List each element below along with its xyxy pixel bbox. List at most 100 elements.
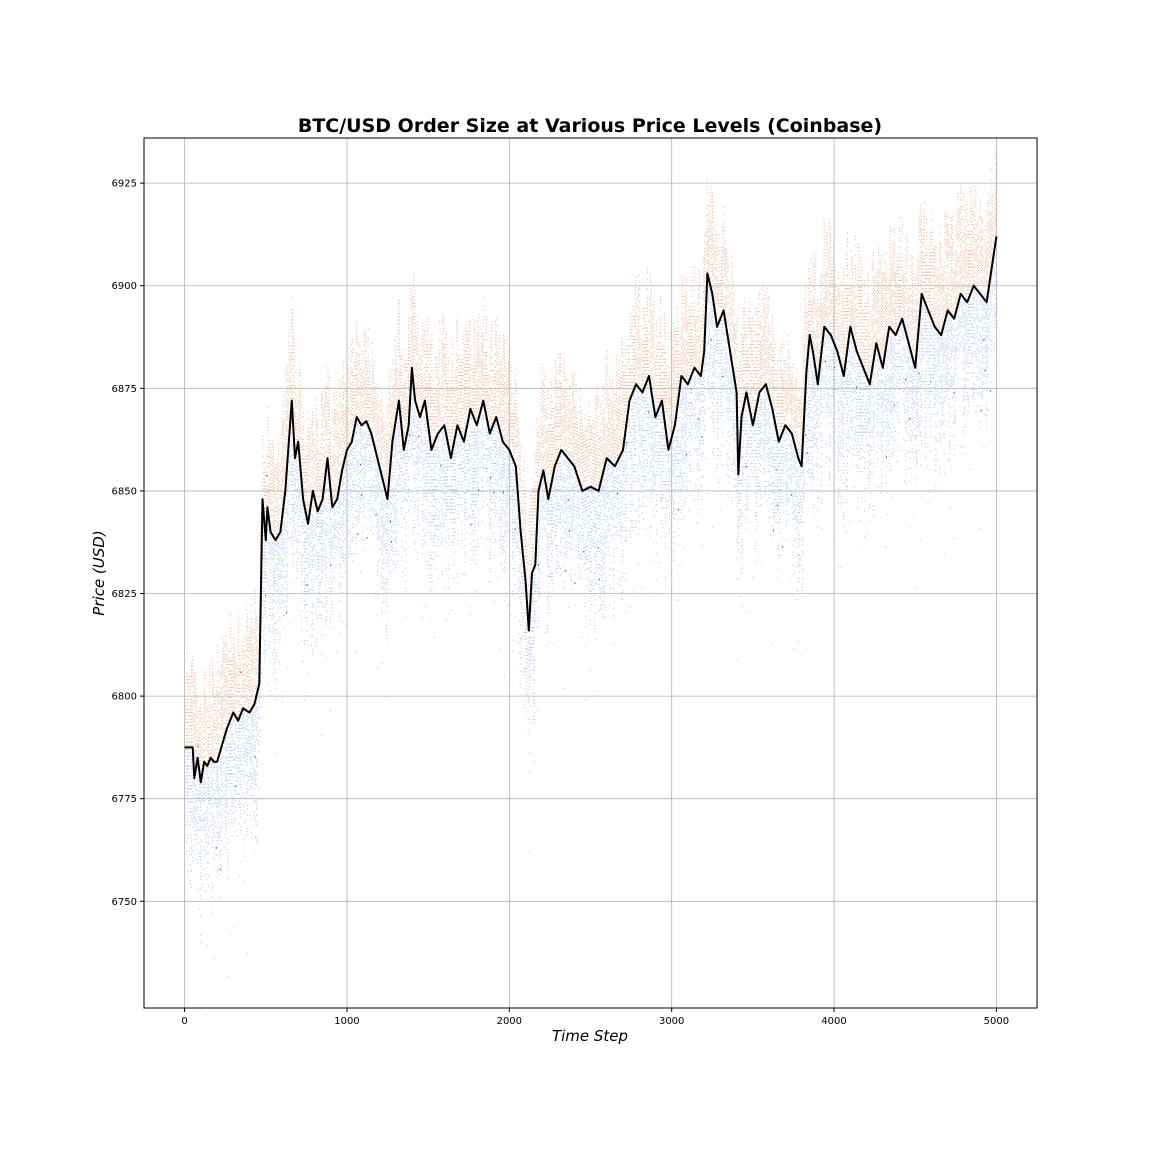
bid-order-cell [267, 529, 269, 531]
ask-order-cell [213, 755, 215, 758]
ask-order-cell [265, 504, 267, 506]
ask-order-cell [361, 350, 363, 352]
ask-order-cell [244, 654, 246, 656]
ask-order-cell [271, 515, 273, 517]
ask-order-cell [327, 396, 329, 398]
bid-order-cell [307, 563, 309, 565]
bid-order-cell [200, 878, 202, 881]
bid-order-cell [356, 425, 358, 427]
ask-order-cell [220, 714, 222, 716]
bid-order-cell [341, 526, 343, 528]
bid-order-cell [307, 573, 309, 575]
bid-order-cell [274, 661, 276, 664]
ask-order-cell [275, 467, 277, 469]
bid-order-cell [293, 507, 295, 509]
ask-order-cell [204, 677, 206, 680]
ask-order-cell [307, 428, 309, 430]
ask-order-cell [202, 713, 204, 716]
ask-order-cell [332, 453, 334, 456]
bid-order-cell [220, 797, 222, 799]
bid-order-cell [269, 627, 271, 630]
bid-order-cell [239, 803, 241, 805]
bid-order-cell [310, 578, 312, 581]
ask-order-cell [357, 403, 359, 405]
ask-order-cell [250, 690, 252, 692]
ask-order-cell [309, 501, 311, 503]
ask-order-cell [275, 533, 277, 535]
ask-order-cell [274, 493, 276, 495]
ask-order-cell [322, 483, 324, 486]
bid-order-cell [285, 510, 287, 512]
bid-order-cell [361, 439, 363, 441]
bid-order-cell [274, 589, 276, 591]
ask-order-cell [249, 626, 251, 628]
bid-order-cell [205, 772, 207, 774]
ask-order-cell [323, 404, 325, 406]
ask-order-cell [230, 634, 232, 636]
ask-order-cell [267, 459, 269, 461]
ask-order-cell [233, 656, 235, 658]
ask-order-cell [239, 710, 241, 712]
ask-order-cell [213, 736, 215, 738]
bid-order-cell [350, 463, 352, 465]
ask-order-cell [218, 686, 220, 689]
bid-order-cell [244, 720, 246, 723]
ask-order-cell [275, 500, 277, 502]
bid-order-cell [336, 510, 338, 512]
ask-order-cell [311, 437, 313, 440]
ask-order-cell [292, 384, 294, 387]
bid-order-cell [304, 525, 306, 527]
ask-order-cell [327, 402, 329, 405]
ask-order-cell [250, 627, 252, 630]
ask-order-cell [200, 730, 202, 732]
ask-order-cell [291, 345, 293, 347]
bid-order-cell [298, 540, 300, 542]
bid-order-cell [250, 786, 252, 788]
ask-order-cell [356, 394, 358, 396]
bid-order-cell [197, 862, 199, 864]
ask-order-cell [271, 456, 273, 458]
ask-order-cell [332, 450, 334, 452]
ask-order-cell [245, 638, 247, 641]
bid-order-cell [244, 757, 246, 759]
bid-order-cell [262, 630, 264, 632]
ask-order-cell [288, 342, 290, 344]
bid-order-cell [218, 812, 220, 814]
bid-order-cell [279, 635, 281, 637]
bid-order-cell [297, 452, 299, 455]
bid-order-cell [200, 793, 202, 795]
bid-order-cell [283, 565, 285, 567]
bid-order-cell [304, 643, 306, 645]
bid-order-cell [269, 608, 271, 610]
ask-order-cell [339, 477, 341, 480]
bid-order-cell [200, 839, 202, 841]
bid-order-cell [188, 752, 190, 754]
ask-order-cell [319, 466, 321, 468]
ask-order-cell [237, 674, 239, 676]
ask-order-cell [306, 478, 308, 480]
ask-order-cell [192, 704, 194, 707]
bid-order-cell [271, 651, 273, 653]
bid-order-cell [200, 829, 202, 831]
bid-order-cell [352, 454, 354, 456]
ask-order-cell [280, 484, 282, 487]
ask-order-cell [315, 434, 317, 436]
ask-order-cell [230, 627, 232, 630]
bid-order-cell [201, 814, 203, 817]
bid-order-cell [285, 562, 287, 565]
bid-order-cell [197, 816, 199, 818]
bid-order-cell [298, 530, 300, 532]
ask-order-cell [184, 718, 186, 720]
ask-order-cell [266, 498, 268, 500]
bid-order-cell [210, 786, 212, 788]
bid-order-cell [319, 535, 321, 538]
ask-order-cell [276, 478, 278, 480]
bid-order-cell [246, 830, 248, 833]
bid-order-cell [214, 766, 216, 768]
bid-order-cell [241, 724, 243, 726]
bid-order-cell [237, 793, 239, 795]
ask-order-cell [230, 663, 232, 666]
ask-order-cell [320, 423, 322, 425]
bid-order-cell [292, 448, 294, 450]
ask-order-cell [263, 507, 265, 510]
